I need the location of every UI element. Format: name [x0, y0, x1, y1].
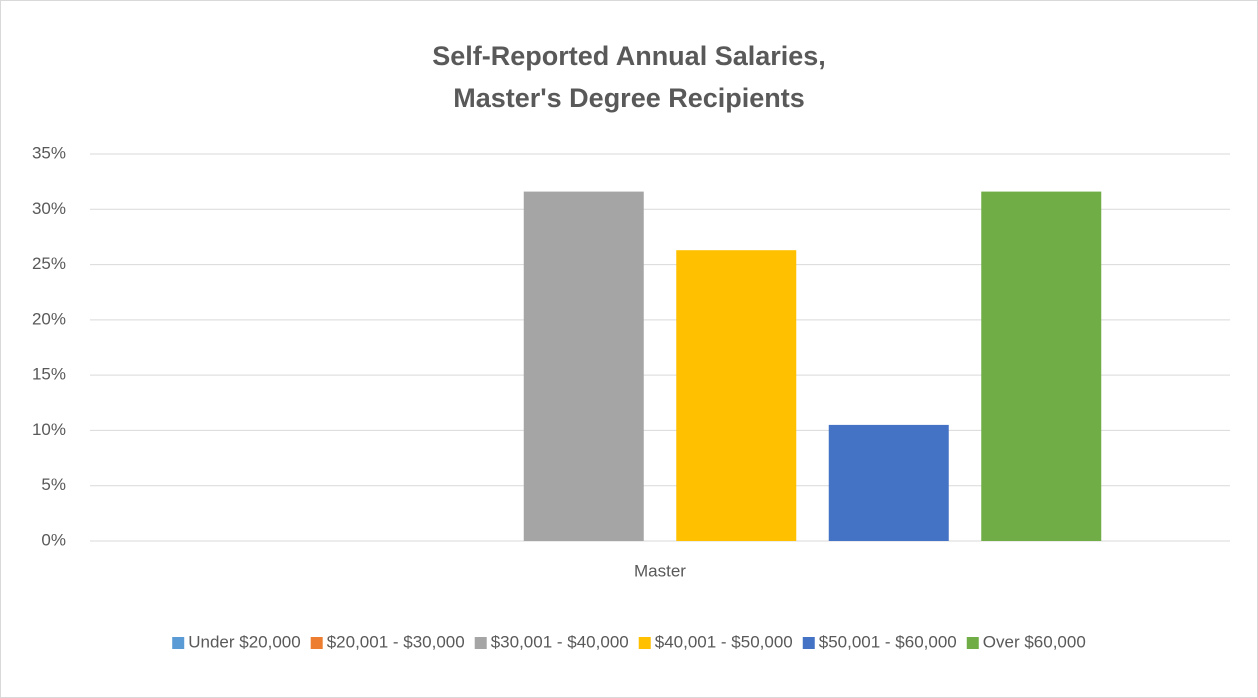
x-tick-label: Master: [634, 561, 686, 580]
legend-swatch: [172, 637, 185, 649]
y-tick-label: 20%: [32, 309, 66, 328]
y-tick-label: 25%: [32, 254, 66, 273]
bar: [523, 191, 644, 541]
legend-swatch: [310, 637, 323, 649]
y-tick-label: 0%: [41, 530, 66, 549]
y-tick-label: 5%: [41, 475, 66, 494]
bar: [981, 191, 1102, 541]
chart-title: Master's Degree Recipients: [453, 83, 805, 113]
y-tick-label: 10%: [32, 420, 66, 439]
legend-label: $20,001 - $30,000: [327, 632, 465, 651]
legend-swatch: [802, 637, 815, 649]
legend-label: Under $20,000: [188, 632, 300, 651]
legend-label: $30,001 - $40,000: [491, 632, 629, 651]
bar: [828, 424, 949, 541]
bar: [676, 250, 797, 541]
chart-title: Self-Reported Annual Salaries,: [432, 41, 826, 71]
legend-swatch: [966, 637, 979, 649]
legend-swatch: [474, 637, 487, 649]
y-tick-label: 30%: [32, 199, 66, 218]
legend-swatch: [638, 637, 651, 649]
y-tick-label: 15%: [32, 365, 66, 384]
legend-label: $50,001 - $60,000: [819, 632, 957, 651]
y-tick-label: 35%: [32, 143, 66, 162]
legend-label: $40,001 - $50,000: [655, 632, 793, 651]
legend-label: Over $60,000: [983, 632, 1086, 651]
